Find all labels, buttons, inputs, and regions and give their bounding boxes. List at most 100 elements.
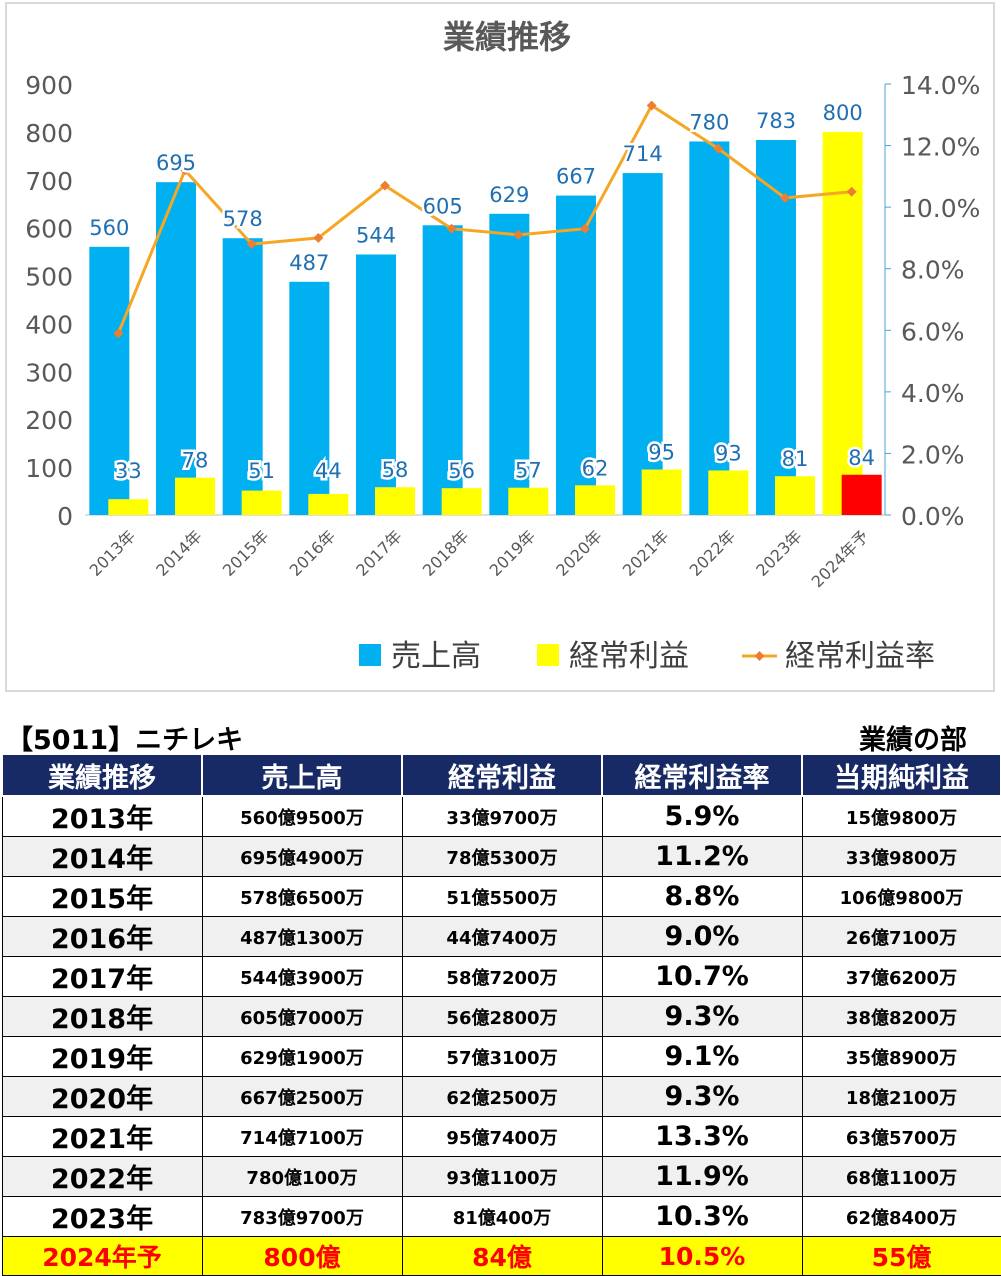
ordinary-margin-point	[313, 232, 324, 243]
x-tick-label: 2021年	[619, 526, 673, 580]
cell-sales: 629億1900万	[201, 1036, 403, 1077]
cell-year: 2016年	[1, 916, 203, 957]
table-row: 2024年予 800億 84億 10.5% 55億	[1, 1236, 1001, 1276]
ordinary-profit-data-label: 56	[448, 459, 475, 483]
sales-bar	[289, 281, 330, 515]
ordinary-margin-point	[180, 165, 190, 176]
x-tick-label: 2019年	[486, 526, 540, 580]
cell-sales: 544億3900万	[201, 956, 403, 997]
ordinary-profit-data-label: 81	[782, 447, 809, 471]
sales-data-label: 544	[356, 223, 396, 247]
x-tick-label: 2020年	[552, 526, 606, 580]
y-tick-label: 600	[25, 215, 73, 244]
cell-year: 2021年	[1, 1116, 203, 1157]
ordinary-profit-data-label: 51	[248, 459, 275, 483]
y2-tick-label: 10.0%	[901, 194, 980, 223]
column-header-net-profit: 当期純利益	[801, 753, 1001, 797]
sales-bar	[422, 225, 463, 515]
cell-ordinary-margin: 9.3%	[601, 1076, 803, 1117]
cell-ordinary-profit: 44億7400万	[401, 916, 603, 957]
cell-ordinary-profit: 84億	[401, 1236, 603, 1276]
sales-data-label: 783	[756, 109, 796, 133]
cell-net-profit: 62億8400万	[801, 1196, 1001, 1237]
y2-tick-label: 6.0%	[901, 317, 965, 346]
ordinary-profit-bar	[641, 469, 682, 515]
sales-data-label: 695	[156, 151, 196, 175]
table-row: 2013年 560億9500万 33億9700万 5.9% 15億9800万	[1, 795, 1001, 837]
y-tick-label: 700	[25, 167, 73, 196]
cell-year: 2018年	[1, 996, 203, 1037]
ordinary-profit-bar	[308, 493, 349, 515]
ordinary-profit-bar	[841, 474, 882, 515]
sales-bar	[356, 254, 396, 516]
ordinary-margin-point	[580, 223, 590, 234]
ordinary-margin-point	[780, 192, 790, 203]
cell-net-profit: 33億9800万	[801, 836, 1001, 877]
legend-marker-ordinary-margin	[754, 651, 765, 661]
ordinary-profit-data-label: 93	[715, 441, 742, 465]
y-tick-label: 900	[25, 71, 73, 100]
ordinary-margin-line	[116, 103, 852, 334]
column-header-year: 業績推移	[1, 753, 203, 797]
sales-data-label: 780	[689, 110, 729, 134]
legend-swatch-ordinary-profit	[537, 644, 559, 666]
x-tick-label: 2017年	[352, 526, 406, 580]
sales-data-label: 714	[623, 142, 663, 166]
sales-data-label: 487	[289, 251, 329, 275]
cell-ordinary-profit: 93億1100万	[401, 1156, 603, 1197]
cell-ordinary-margin: 5.9%	[601, 795, 803, 837]
cell-ordinary-margin: 11.9%	[601, 1156, 803, 1197]
sales-bar	[622, 173, 663, 515]
table-row: 2014年 695億4900万 78億5300万 11.2% 33億9800万	[1, 836, 1001, 877]
y-tick-label: 800	[25, 119, 73, 148]
ordinary-profit-bar	[441, 488, 482, 515]
ordinary-margin-point	[646, 100, 657, 111]
cell-ordinary-margin: 11.2%	[601, 836, 803, 877]
sales-bar	[156, 182, 196, 515]
x-tick-label: 2016年	[286, 526, 340, 580]
ordinary-profit-data-label: 78	[182, 449, 209, 473]
ordinary-profit-bar	[708, 470, 749, 515]
y-tick-label: 500	[25, 263, 73, 292]
y2-tick-label: 12.0%	[901, 133, 980, 162]
ordinary-profit-bar	[241, 490, 282, 515]
cell-net-profit: 18億2100万	[801, 1076, 1001, 1117]
legend-label-sales: 売上高	[391, 639, 481, 674]
cell-net-profit: 35億8900万	[801, 1036, 1001, 1077]
ordinary-margin-point	[380, 180, 390, 191]
table-row: 2022年 780億100万 93億1100万 11.9% 68億1100万	[1, 1156, 1001, 1197]
x-tick-label: 2024年予	[808, 526, 873, 591]
y2-tick-label: 14.0%	[901, 71, 980, 100]
cell-net-profit: 106億9800万	[801, 876, 1001, 917]
table-row: 2019年 629億1900万 57億3100万 9.1% 35億8900万	[1, 1036, 1001, 1077]
sales-data-label: 560	[89, 216, 129, 240]
ordinary-profit-data-label: 84	[848, 446, 875, 470]
ordinary-profit-bar	[375, 487, 415, 515]
column-header-ordinary-margin: 経常利益率	[601, 753, 803, 797]
y2-tick-label: 0.0%	[901, 502, 965, 531]
sales-data-label: 629	[489, 183, 529, 207]
cell-ordinary-profit: 56億2800万	[401, 996, 603, 1037]
cell-year: 2022年	[1, 1156, 203, 1197]
ordinary-profit-bar	[775, 476, 815, 515]
chart-title: 業績推移	[443, 18, 571, 56]
cell-net-profit: 68億1100万	[801, 1156, 1001, 1197]
cell-year: 2019年	[1, 1036, 203, 1077]
cell-net-profit: 63億5700万	[801, 1116, 1001, 1157]
cell-year: 2017年	[1, 956, 203, 997]
sales-data-label: 667	[556, 165, 596, 189]
ordinary-profit-data-label: 62	[582, 456, 609, 480]
ordinary-profit-bar	[508, 487, 549, 515]
legend-swatch-sales	[359, 644, 381, 666]
sales-bar	[689, 141, 730, 515]
ordinary-profit-data-label: 95	[648, 441, 675, 465]
column-header-sales: 売上高	[201, 753, 403, 797]
cell-sales: 714億7100万	[201, 1116, 403, 1157]
table-row: 2018年 605億7000万 56億2800万 9.3% 38億8200万	[1, 996, 1001, 1037]
sales-bar	[222, 238, 263, 516]
cell-ordinary-profit: 58億7200万	[401, 956, 603, 997]
cell-ordinary-profit: 57億3100万	[401, 1036, 603, 1077]
cell-ordinary-margin: 9.1%	[601, 1036, 803, 1077]
sales-bar	[489, 213, 530, 516]
cell-ordinary-profit: 51億5500万	[401, 876, 603, 917]
